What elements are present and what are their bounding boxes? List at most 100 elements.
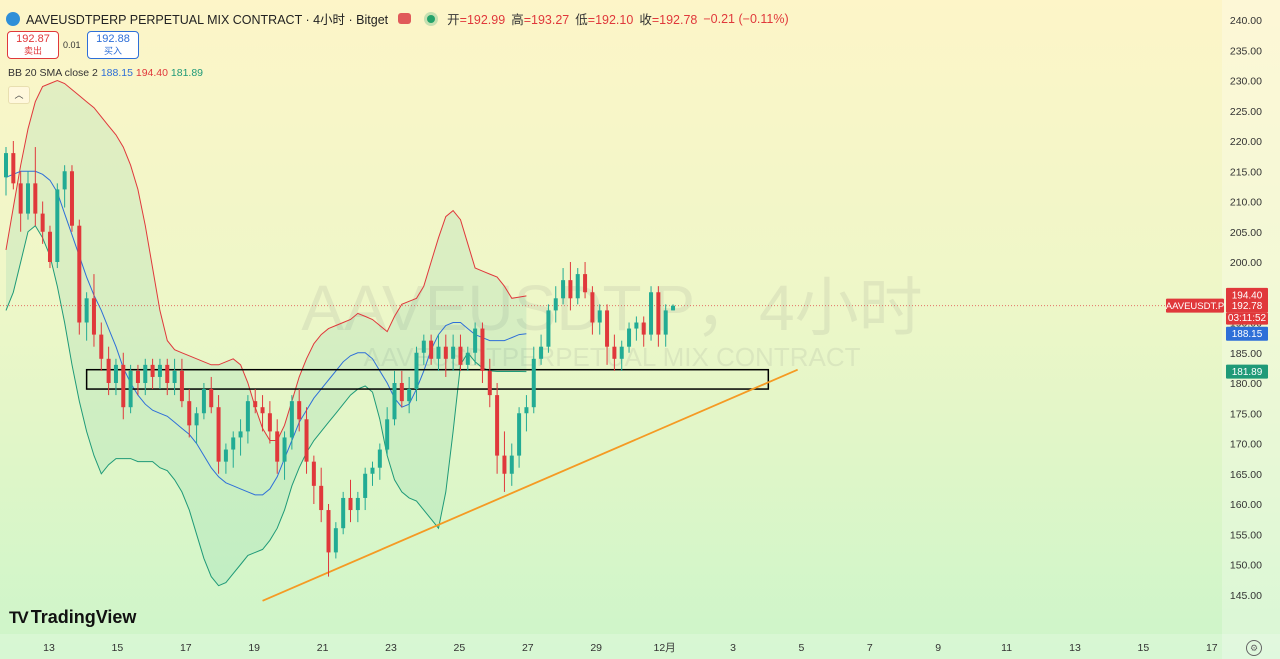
candle-body[interactable] <box>282 437 287 462</box>
candle-body[interactable] <box>289 401 294 438</box>
candle-body[interactable] <box>451 346 456 359</box>
candle-body[interactable] <box>223 449 228 462</box>
candle-body[interactable] <box>40 213 45 232</box>
candle-body[interactable] <box>47 231 52 262</box>
candle-body[interactable] <box>612 346 617 359</box>
candle-body[interactable] <box>524 407 529 414</box>
candle-body[interactable] <box>253 401 258 408</box>
candle-body[interactable] <box>267 413 272 432</box>
candle-body[interactable] <box>597 310 602 323</box>
candle-body[interactable] <box>33 183 38 214</box>
candle-body[interactable] <box>649 292 654 335</box>
candle-body[interactable] <box>436 346 441 359</box>
candle-body[interactable] <box>487 370 492 396</box>
candle-body[interactable] <box>399 383 404 402</box>
candle-body[interactable] <box>421 340 426 353</box>
candle-body[interactable] <box>495 395 500 456</box>
candle-body[interactable] <box>194 413 199 426</box>
candle-body[interactable] <box>590 292 595 323</box>
candle-body[interactable] <box>18 183 23 214</box>
symbol-title[interactable]: AAVEUSDTPERP PERPETUAL MIX CONTRACT · 4小… <box>26 13 389 27</box>
candle-body[interactable] <box>627 328 632 347</box>
candle-body[interactable] <box>480 328 485 371</box>
candle-body[interactable] <box>84 298 89 323</box>
candle-body[interactable] <box>348 497 353 511</box>
candle-body[interactable] <box>297 401 302 420</box>
candle-body[interactable] <box>62 171 67 190</box>
candle-body[interactable] <box>561 280 566 299</box>
candle-body[interactable] <box>25 183 30 214</box>
candle-body[interactable] <box>55 189 60 262</box>
candle-body[interactable] <box>201 389 206 414</box>
candle-body[interactable] <box>128 370 133 408</box>
candle-body[interactable] <box>465 352 470 365</box>
candle-body[interactable] <box>275 431 280 462</box>
candle-body[interactable] <box>671 305 676 311</box>
candle-body[interactable] <box>605 310 610 347</box>
bollinger-legend[interactable]: BB 20 SMA close 2 188.15 194.40 181.89 <box>8 67 203 79</box>
candle-body[interactable] <box>99 334 104 359</box>
candle-body[interactable] <box>245 401 250 432</box>
candle-body[interactable] <box>363 473 368 498</box>
candle-body[interactable] <box>179 370 184 402</box>
candle-body[interactable] <box>150 364 155 377</box>
candle-body[interactable] <box>209 389 214 408</box>
candle-body[interactable] <box>231 437 236 450</box>
candle-body[interactable] <box>575 274 580 299</box>
candle-body[interactable] <box>121 364 126 408</box>
candle-body[interactable] <box>502 455 507 474</box>
candle-body[interactable] <box>106 358 111 383</box>
candle-body[interactable] <box>377 449 382 468</box>
candle-body[interactable] <box>568 280 573 299</box>
candle-body[interactable] <box>77 225 82 323</box>
candle-body[interactable] <box>113 364 118 383</box>
candle-body[interactable] <box>663 310 668 335</box>
candle-body[interactable] <box>385 419 390 450</box>
buy-button[interactable]: 192.88 买入 <box>87 31 139 59</box>
support-zone-rectangle[interactable] <box>85 368 770 390</box>
settings-icon[interactable]: ⚙ <box>1246 640 1262 656</box>
candle-body[interactable] <box>509 455 514 474</box>
candle-body[interactable] <box>429 340 434 359</box>
ascending-trendline[interactable] <box>262 368 798 602</box>
candle-body[interactable] <box>370 467 375 474</box>
candle-body[interactable] <box>553 298 558 311</box>
candle-body[interactable] <box>583 274 588 293</box>
candle-body[interactable] <box>187 401 192 426</box>
candle-body[interactable] <box>619 346 624 359</box>
candle-body[interactable] <box>539 346 544 359</box>
candle-body[interactable] <box>341 497 346 529</box>
candle-body[interactable] <box>216 407 221 462</box>
candle-body[interactable] <box>458 346 463 365</box>
candle-body[interactable] <box>326 510 331 553</box>
candle-body[interactable] <box>656 292 661 335</box>
collapse-legend-button[interactable]: ︿ <box>8 86 30 104</box>
sell-button[interactable]: 192.87 卖出 <box>7 31 59 59</box>
candle-body[interactable] <box>143 364 148 383</box>
candle-body[interactable] <box>4 153 8 178</box>
candle-body[interactable] <box>355 497 360 511</box>
candle-body[interactable] <box>260 407 265 414</box>
candle-body[interactable] <box>304 419 309 462</box>
candle-body[interactable] <box>91 298 96 335</box>
candle-body[interactable] <box>443 346 448 359</box>
candle-body[interactable] <box>172 370 177 383</box>
candle-body[interactable] <box>641 322 646 335</box>
candle-body[interactable] <box>238 431 243 438</box>
candle-body[interactable] <box>473 328 478 353</box>
candle-body[interactable] <box>135 370 140 383</box>
candle-body[interactable] <box>531 358 536 408</box>
candle-body[interactable] <box>392 383 397 420</box>
candle-body[interactable] <box>333 528 338 553</box>
candle-body[interactable] <box>546 310 551 347</box>
candle-body[interactable] <box>319 485 324 511</box>
candle-body[interactable] <box>634 322 639 329</box>
candle-body[interactable] <box>157 364 162 377</box>
candle-body[interactable] <box>69 171 74 226</box>
tradingview-logo[interactable]: TV TradingView <box>9 607 136 628</box>
candle-body[interactable] <box>11 153 16 184</box>
candle-body[interactable] <box>517 413 522 456</box>
candle-body[interactable] <box>407 389 412 402</box>
candle-body[interactable] <box>311 461 316 486</box>
